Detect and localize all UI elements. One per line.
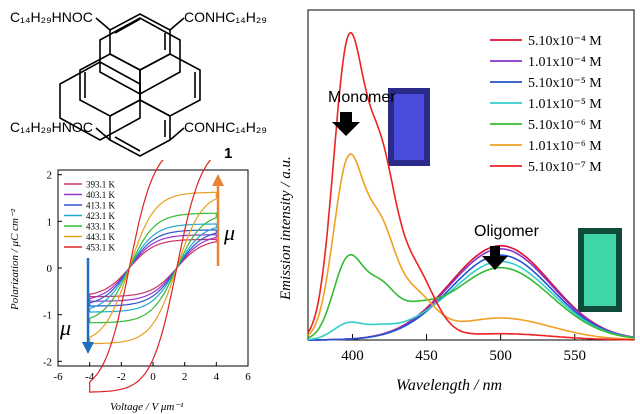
pyrene-rings bbox=[79, 13, 201, 157]
spectrum-5-10x10-M bbox=[307, 253, 635, 339]
monomer-arrow bbox=[332, 112, 360, 136]
y-tick-label: -2 bbox=[43, 356, 52, 368]
sample-photos bbox=[388, 88, 622, 312]
spectrum-1-01x10-M bbox=[307, 260, 635, 341]
substituent-top-left: C₁₄H₂₉HNOC bbox=[10, 9, 93, 25]
chemical-structure: C₁₄H₂₉HNOC CONHC₁₄H₂₉ C₁₄H₂₉HNOC CONHC₁₄… bbox=[10, 9, 267, 160]
x-tick-label: 550 bbox=[563, 348, 586, 364]
x-tick-label: 2 bbox=[182, 371, 188, 383]
x-tick-label: 0 bbox=[150, 371, 156, 383]
y-tick-label: 2 bbox=[47, 170, 53, 182]
legend-label: 413.1 K bbox=[86, 201, 116, 211]
y-tick-label: 1 bbox=[47, 216, 53, 228]
substituent-bottom-right: CONHC₁₄H₂₉ bbox=[184, 119, 267, 135]
oligomer-vial-glow bbox=[584, 234, 616, 306]
y-axis-label: Emission intensity / a.u. bbox=[278, 156, 294, 301]
x-tick-label: 6 bbox=[245, 371, 251, 383]
compound-number: 1 bbox=[224, 145, 232, 160]
x-tick-label: 500 bbox=[489, 348, 512, 364]
legend-label: 1.01x10⁻⁴ M bbox=[528, 55, 602, 70]
legend-label: 393.1 K bbox=[86, 180, 116, 190]
legend-label: 5.10x10⁻⁴ M bbox=[528, 34, 602, 49]
x-tick-label: -4 bbox=[85, 371, 95, 383]
spectrum-5-10x10-M bbox=[307, 31, 634, 341]
x-tick-label: 4 bbox=[214, 371, 220, 383]
monomer-vial-glow bbox=[394, 94, 424, 160]
legend: 5.10x10⁻⁴ M 1.01x10⁻⁴ M 5.10x10⁻⁵ M 1.01x10… bbox=[490, 34, 602, 175]
x-tick-label: 450 bbox=[415, 348, 438, 364]
legend-label: 453.1 K bbox=[86, 243, 116, 253]
x-tick-label: -6 bbox=[53, 371, 63, 383]
loop-453-1-K bbox=[89, 160, 212, 393]
legend-label: 5.10x10⁻⁷ M bbox=[528, 160, 602, 175]
legend-label: 403.1 K bbox=[86, 190, 116, 200]
spectrum-1-01x10-M bbox=[307, 153, 634, 341]
emission-chart: 400 450 500 550 5.10x10⁻⁴ M1.01x10⁻⁴ M5.10x… bbox=[278, 9, 635, 394]
y-tick-label: 0 bbox=[47, 263, 53, 275]
spectrum-5-10x10-M bbox=[308, 254, 635, 341]
mu-arrow-down-head bbox=[82, 342, 94, 354]
oligomer-label: Oligomer bbox=[474, 223, 540, 240]
mu-arrow-up-head bbox=[212, 174, 224, 186]
mu-label-right: μ bbox=[223, 220, 235, 245]
monomer-label: Monomer bbox=[328, 89, 396, 106]
substituent-top-right: CONHC₁₄H₂₉ bbox=[184, 9, 267, 25]
legend-label: 423.1 K bbox=[86, 211, 116, 221]
legend-label: 1.01x10⁻⁶ M bbox=[528, 139, 602, 154]
legend-label: 443.1 K bbox=[86, 232, 116, 242]
y-tick-label: -1 bbox=[43, 310, 52, 322]
legend-label: 433.1 K bbox=[86, 222, 116, 232]
mu-label-left: μ bbox=[59, 315, 71, 340]
legend-label: 5.10x10⁻⁵ M bbox=[528, 76, 602, 91]
x-axis-label: Wavelength / nm bbox=[396, 377, 502, 394]
legend-label: 5.10x10⁻⁶ M bbox=[528, 118, 602, 133]
loop-443-1-K bbox=[89, 191, 217, 345]
legend-label: 1.01x10⁻⁵ M bbox=[528, 97, 602, 112]
oligomer-arrow bbox=[482, 246, 508, 270]
hysteresis-loops bbox=[89, 160, 217, 393]
axis-ticks: -6 -4 -2 0 2 4 6 -2 -1 0 1 2 bbox=[43, 170, 251, 383]
x-axis-label: Voltage / V μm⁻¹ bbox=[110, 401, 183, 413]
y-axis-label: Polarization / μC cm⁻² bbox=[9, 208, 21, 311]
emission-spectra bbox=[307, 31, 635, 341]
plot-frame bbox=[307, 9, 635, 341]
axis-ticks: 400 450 500 550 bbox=[341, 334, 586, 364]
substituent-bottom-left: C₁₄H₂₉HNOC bbox=[10, 119, 93, 135]
x-tick-label: 400 bbox=[341, 348, 364, 364]
x-tick-label: -2 bbox=[117, 371, 126, 383]
